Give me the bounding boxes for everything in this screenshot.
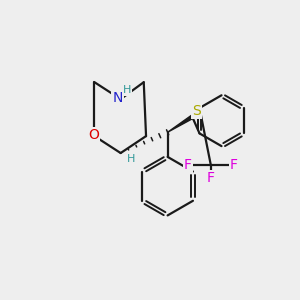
- Polygon shape: [168, 116, 193, 132]
- Text: F: F: [230, 158, 238, 172]
- Text: F: F: [207, 171, 215, 185]
- Text: H: H: [123, 85, 131, 95]
- Text: O: O: [88, 128, 99, 142]
- Text: F: F: [184, 158, 192, 172]
- Text: S: S: [192, 104, 200, 118]
- Text: N: N: [112, 92, 123, 105]
- Text: H: H: [127, 154, 135, 164]
